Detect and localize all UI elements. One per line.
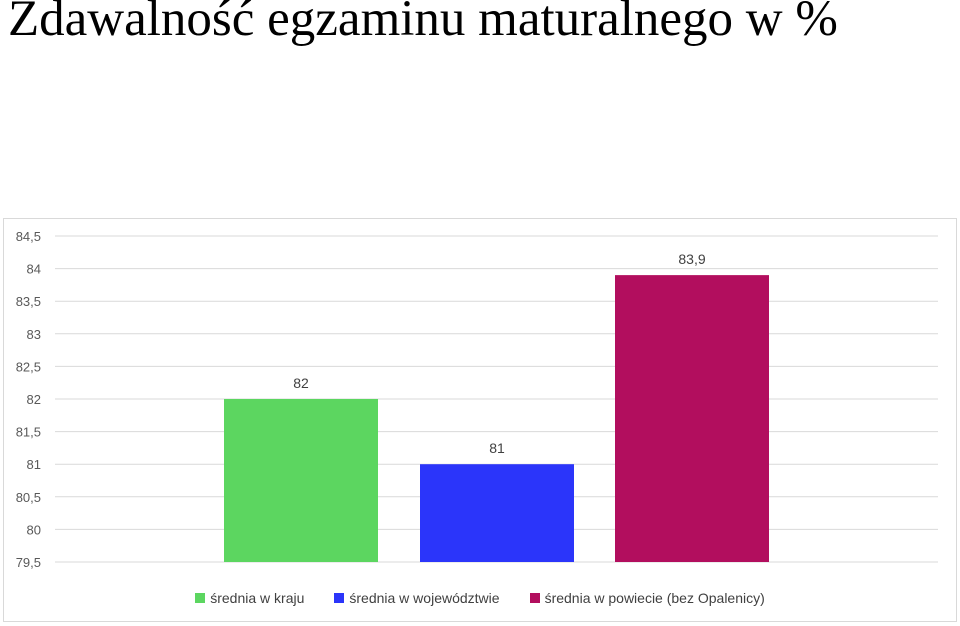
data-label: 81 bbox=[489, 440, 505, 456]
y-tick-label: 84,5 bbox=[16, 229, 41, 244]
y-tick-label: 82,5 bbox=[16, 359, 41, 374]
legend: średnia w kraju średnia w województwie ś… bbox=[0, 590, 960, 606]
y-tick-label: 79,5 bbox=[16, 555, 41, 570]
bar bbox=[224, 399, 378, 562]
chart-title: Zdawalność egzaminu maturalnego w % bbox=[8, 0, 838, 47]
y-tick-label: 80 bbox=[27, 522, 41, 537]
y-tick-label: 83,5 bbox=[16, 294, 41, 309]
y-tick-label: 82 bbox=[27, 392, 41, 407]
y-tick-label: 80,5 bbox=[16, 490, 41, 505]
legend-item-kraj: średnia w kraju bbox=[195, 590, 304, 606]
legend-item-powiat: średnia w powiecie (bez Opalenicy) bbox=[529, 590, 765, 606]
legend-swatch-powiat bbox=[529, 593, 540, 603]
y-tick-label: 81 bbox=[27, 457, 41, 472]
bar bbox=[420, 464, 574, 562]
data-label: 82 bbox=[293, 375, 309, 391]
y-tick-label: 83 bbox=[27, 327, 41, 342]
y-tick-label: 81,5 bbox=[16, 425, 41, 440]
y-tick-label: 84 bbox=[27, 262, 41, 277]
legend-swatch-wojewodztwo bbox=[334, 593, 345, 603]
legend-label-wojewodztwo: średnia w województwie bbox=[349, 590, 500, 606]
data-label: 83,9 bbox=[678, 251, 705, 267]
legend-swatch-kraj bbox=[195, 593, 206, 603]
legend-label-powiat: średnia w powiecie (bez Opalenicy) bbox=[544, 590, 765, 606]
legend-item-wojewodztwo: średnia w województwie bbox=[334, 590, 500, 606]
bar bbox=[615, 275, 769, 562]
chart-area bbox=[3, 218, 957, 622]
legend-label-kraj: średnia w kraju bbox=[210, 590, 305, 606]
